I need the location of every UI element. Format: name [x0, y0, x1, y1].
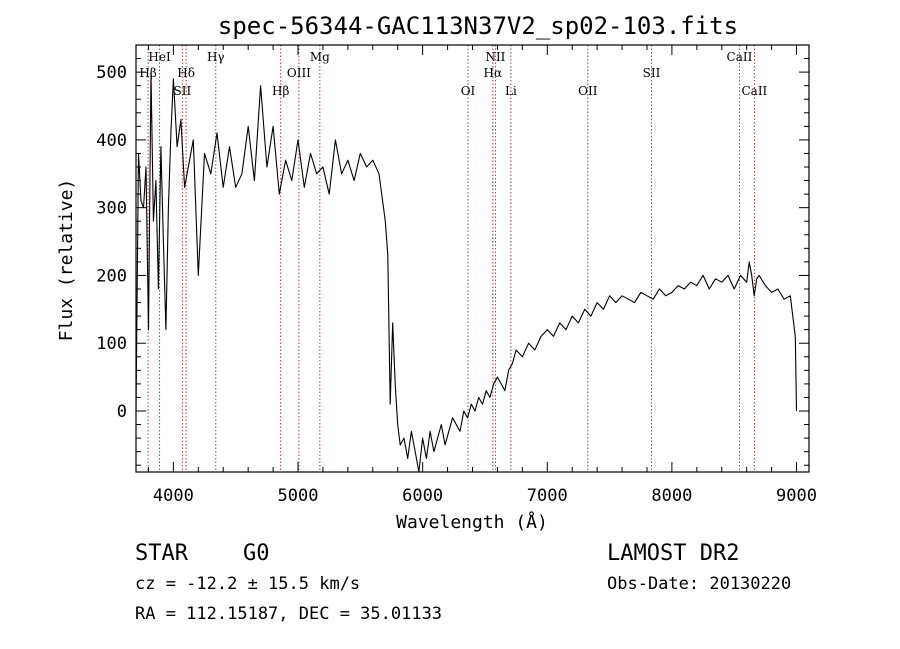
- x-tick-label-5: 9000: [776, 486, 817, 506]
- marker-label-7: Mg: [310, 50, 330, 64]
- y-tick-label-5: 500: [96, 63, 127, 83]
- marker-label-5: Hβ: [272, 84, 289, 98]
- cz-value: cz = -12.2 ± 15.5 km/s: [135, 574, 360, 594]
- obs-date: Obs-Date: 20130220: [607, 574, 791, 594]
- y-tick-label-3: 300: [96, 199, 127, 219]
- marker-label-14: CaII: [727, 50, 753, 64]
- plot-frame: [135, 44, 810, 473]
- survey-label: LAMOST DR2: [607, 541, 739, 566]
- y-tick-label-4: 400: [96, 131, 127, 151]
- x-axis: 4000 5000 6000 7000 8000 9000: [147, 45, 817, 506]
- x-tick-label-4: 8000: [651, 486, 692, 506]
- x-tick-label-2: 6000: [402, 486, 443, 506]
- ra-dec: RA = 112.15187, DEC = 35.01133: [135, 604, 442, 624]
- x-tick-label-3: 7000: [527, 486, 568, 506]
- y-tick-label-2: 200: [96, 266, 127, 286]
- y-axis-label: Flux (relative): [56, 179, 77, 342]
- x-axis-label: Wavelength (Å): [396, 511, 548, 533]
- marker-label-0: HeI: [148, 50, 171, 64]
- star-subclass: G0: [243, 541, 270, 566]
- marker-label-1: Hβ: [139, 66, 156, 80]
- x-tick-label-0: 4000: [153, 486, 194, 506]
- marker-label-11: Li: [505, 84, 517, 98]
- marker-label-13: SII: [643, 66, 661, 80]
- y-tick-label-0: 0: [117, 402, 127, 422]
- marker-label-3: SII: [174, 84, 192, 98]
- marker-label-12: OII: [578, 84, 598, 98]
- chart-title: spec-56344-GAC113N37V2_sp02-103.fits: [218, 12, 738, 40]
- marker-label-4: Hγ: [207, 50, 225, 64]
- marker-label-2: Hδ: [177, 66, 195, 80]
- marker-label-6: OIII: [287, 66, 311, 80]
- y-axis: 0 100 200 300 400 500: [96, 44, 809, 466]
- y-tick-label-1: 100: [96, 334, 127, 354]
- star-class: STAR: [135, 541, 189, 566]
- x-tick-label-1: 5000: [278, 486, 319, 506]
- spectrum-series: [135, 71, 798, 473]
- marker-label-15: CaII: [741, 84, 767, 98]
- marker-label-10: Hα: [484, 66, 503, 80]
- marker-label-9: NII: [485, 50, 505, 64]
- marker-label-8: OI: [461, 84, 476, 98]
- spectrum-line-0: [135, 71, 798, 473]
